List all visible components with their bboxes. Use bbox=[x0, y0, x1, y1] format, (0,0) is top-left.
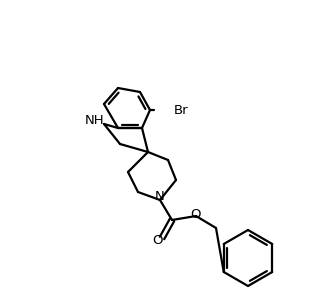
Text: Br: Br bbox=[174, 103, 189, 116]
Text: NH: NH bbox=[85, 115, 105, 127]
Text: O: O bbox=[191, 209, 201, 222]
Text: N: N bbox=[155, 191, 165, 203]
Text: O: O bbox=[153, 234, 163, 247]
